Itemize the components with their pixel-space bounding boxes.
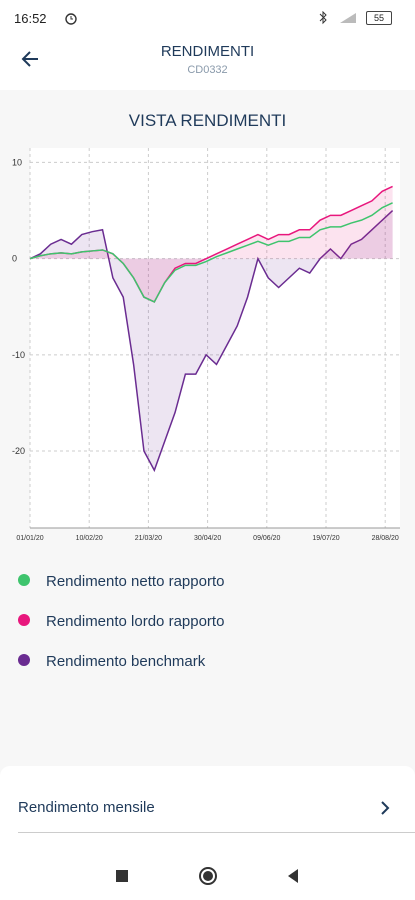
y-tick-label: 0 <box>12 254 17 264</box>
area-fill <box>30 186 393 302</box>
x-tick-label: 09/06/20 <box>253 535 280 542</box>
status-time: 16:52 <box>14 11 47 26</box>
plot-bg <box>30 148 400 528</box>
x-tick-label: 19/07/20 <box>312 535 339 542</box>
header-subtitle: CD0332 <box>187 64 228 76</box>
battery: 55 <box>366 11 392 25</box>
legend-label: Rendimento lordo rapporto <box>46 613 225 630</box>
legend-label: Rendimento netto rapporto <box>46 573 225 590</box>
legend-dot <box>18 654 30 666</box>
nav-buttons[interactable] <box>110 864 310 888</box>
x-tick-label: 28/08/20 <box>372 535 399 542</box>
menu-card <box>0 766 415 850</box>
y-tick-label: 10 <box>12 157 22 167</box>
y-tick-label: -20 <box>12 446 25 456</box>
x-tick-label: 01/01/20 <box>16 535 43 542</box>
signal-icons <box>319 11 356 25</box>
series-line <box>29 202 393 303</box>
chart-title: VISTA RENDIMENTI <box>128 111 287 130</box>
series-line <box>29 209 394 473</box>
x-tick-label: 10/02/20 <box>76 535 103 542</box>
x-tick-label: 30/04/20 <box>194 535 221 542</box>
header-title: RENDIMENTI <box>160 43 255 60</box>
back-button[interactable] <box>20 48 42 70</box>
chevron <box>381 801 390 815</box>
menu-item[interactable]: Rendimento mensile <box>18 799 155 816</box>
legend-dot <box>18 574 30 586</box>
divider <box>18 832 415 833</box>
area-fill <box>30 210 393 471</box>
legend-item: Rendimento netto rapporto <box>18 572 224 590</box>
legend-label: Rendimento benchmark <box>46 653 206 670</box>
legend-item: Rendimento benchmark <box>18 652 205 670</box>
alarm-icon <box>65 13 77 25</box>
chart: 10 0 -10 -20 01/01/20 10/02/20 21/03/20 30/04/2… <box>12 148 400 542</box>
x-tick-label: 21/03/20 <box>135 535 162 542</box>
y-tick-label: -10 <box>12 350 25 360</box>
legend-item: Rendimento lordo rapporto <box>18 612 224 630</box>
legend-dot <box>18 614 30 626</box>
